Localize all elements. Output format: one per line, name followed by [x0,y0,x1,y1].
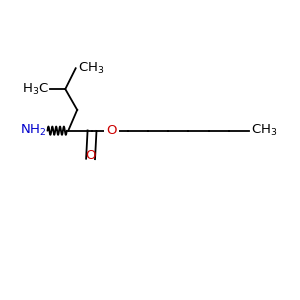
Text: CH$_3$: CH$_3$ [78,61,104,76]
Text: NH$_2$: NH$_2$ [20,123,46,138]
Text: H$_3$C: H$_3$C [22,82,49,97]
Text: CH$_3$: CH$_3$ [251,123,278,138]
Text: O: O [106,124,117,137]
Text: O: O [85,149,96,162]
